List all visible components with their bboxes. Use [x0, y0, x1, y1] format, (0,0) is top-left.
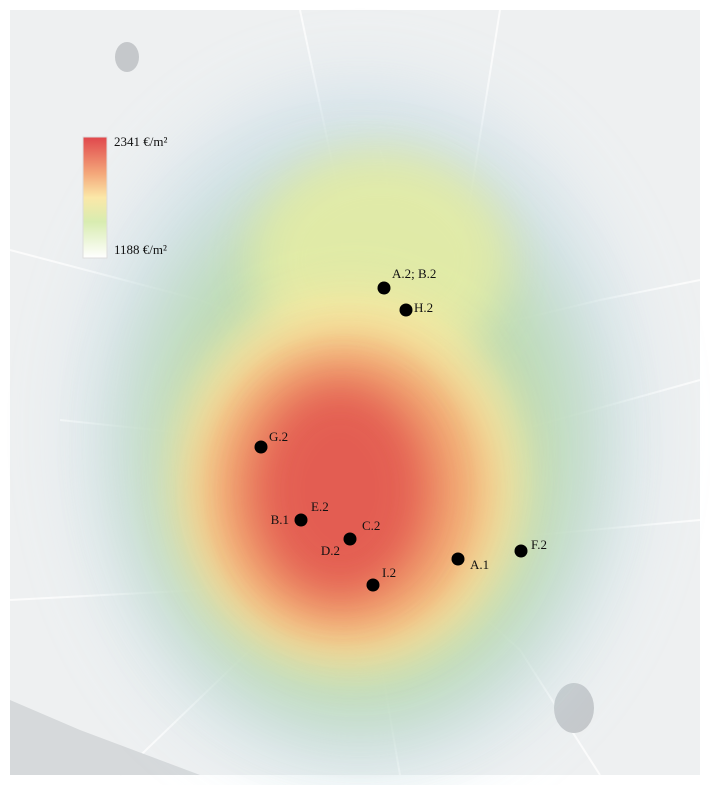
point-label: G.2: [269, 429, 288, 444]
point-marker: [294, 513, 308, 527]
lakes: [10, 42, 594, 775]
heatmap: [90, 90, 630, 770]
point-marker: [451, 552, 465, 566]
points: A.2; B.2 H.2 G.2 B.1 E.2 C.2 D.2 I.2 A.1 F.2: [254, 266, 547, 592]
point-marker: [399, 303, 413, 317]
point-label: C.2: [362, 518, 380, 533]
point-marker: [514, 544, 528, 558]
point-marker: [254, 440, 268, 454]
point-marker: [343, 532, 357, 546]
point-label: E.2: [311, 499, 329, 514]
point-label: B.1: [271, 512, 289, 527]
point-label: I.2: [382, 565, 396, 580]
point-label: A.1: [470, 557, 489, 572]
point-marker: [377, 281, 391, 295]
point-label: D.2: [321, 543, 340, 558]
point-label: F.2: [531, 537, 547, 552]
point-label: H.2: [414, 300, 433, 315]
legend-max: 2341 €/m²: [114, 134, 167, 149]
legend-bar: [82, 136, 108, 259]
point-marker: [366, 578, 380, 592]
legend-min: 1188 €/m²: [114, 242, 167, 257]
point-label: A.2; B.2: [392, 266, 436, 281]
